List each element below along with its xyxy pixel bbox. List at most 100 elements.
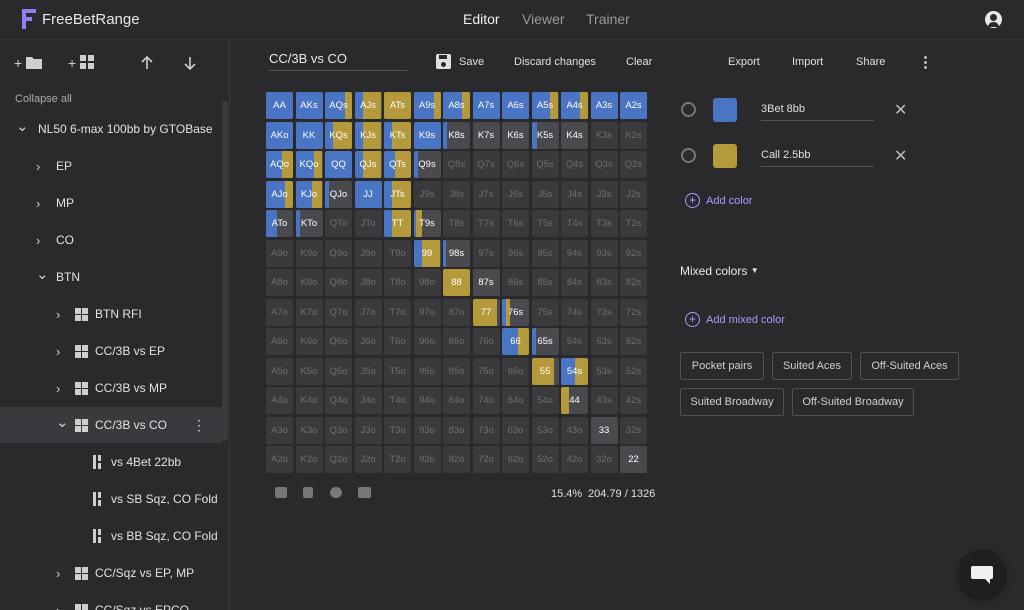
remove-color-1-icon[interactable]: ✕ [894, 102, 908, 119]
hand-cell[interactable]: KQs [325, 121, 352, 149]
hand-cell[interactable]: JTo [354, 210, 382, 237]
tree-item[interactable]: › CC/3B vs MP [0, 370, 222, 406]
chevron-right-icon[interactable]: › [36, 232, 41, 248]
hand-cell[interactable]: J5o [354, 357, 382, 385]
hand-cell[interactable]: J6o [354, 328, 382, 355]
preset-suited-broadway[interactable]: Suited Broadway [680, 388, 784, 416]
chevron-down-icon[interactable]: ⌄ [36, 265, 49, 283]
chevron-right-icon[interactable]: › [56, 380, 61, 396]
hand-cell[interactable]: 86s [502, 269, 529, 296]
hand-cell[interactable]: TT [384, 210, 411, 237]
preset-pocket-pairs[interactable]: Pocket pairs [680, 352, 764, 380]
tree-item[interactable]: › CO [0, 222, 222, 258]
tree-item[interactable]: › CC/3B vs EP [0, 333, 222, 369]
hand-cell[interactable]: QJs [354, 151, 382, 178]
hand-cell[interactable]: 83o [443, 416, 470, 444]
hand-cell[interactable]: J8s [443, 180, 470, 208]
hand-cell[interactable]: T3s [590, 210, 618, 237]
tree-item[interactable]: › MP [0, 185, 222, 221]
hand-cell[interactable]: Q5s [531, 151, 559, 178]
hand-cell[interactable]: QTo [325, 210, 352, 237]
add-color-link[interactable]: + Add color [685, 193, 752, 208]
mixed-colors-dropdown[interactable]: Mixed colors ▼ [680, 264, 759, 278]
remove-color-2-icon[interactable]: ✕ [894, 148, 908, 165]
tree-item[interactable]: › EP [0, 148, 222, 184]
hand-cell[interactable]: T8s [443, 210, 470, 237]
hand-cell[interactable]: K4o [295, 387, 323, 414]
hand-cell[interactable]: A6s [502, 92, 529, 119]
document-icon[interactable] [303, 487, 313, 498]
collapse-all-link[interactable]: Collapse all [15, 93, 72, 105]
hand-cell[interactable]: 73s [590, 298, 618, 326]
hand-cell[interactable]: JJ [354, 180, 382, 208]
tree-item[interactable]: vs 4Bet 22bb [0, 444, 222, 480]
hand-cell[interactable]: AQo [266, 151, 293, 178]
hand-cell[interactable]: A9s [413, 92, 441, 119]
hand-cell[interactable]: 63s [590, 328, 618, 355]
hand-cell[interactable]: AQs [325, 92, 352, 119]
tree-item[interactable]: vs SB Sqz, CO Fold [0, 481, 222, 517]
hand-cell[interactable]: T4s [561, 210, 588, 237]
hand-cell[interactable]: J5s [531, 180, 559, 208]
logo[interactable]: FreeBetRange [22, 9, 140, 29]
hand-cell[interactable]: 87s [472, 269, 500, 296]
hand-cell[interactable]: AA [266, 92, 293, 119]
sidebar-scrollbar[interactable] [222, 101, 228, 441]
preset-off-suited-aces[interactable]: Off-Suited Aces [860, 352, 959, 380]
hand-cell[interactable]: 97o [413, 298, 441, 326]
hand-cell[interactable]: Q8o [325, 269, 352, 296]
preset-off-suited-broadway[interactable]: Off-Suited Broadway [792, 388, 914, 416]
hand-cell[interactable]: K3s [590, 121, 618, 149]
hand-cell[interactable]: J2o [354, 446, 382, 473]
hand-cell[interactable]: 74o [472, 387, 500, 414]
hand-cell[interactable]: 76s [502, 298, 529, 326]
hand-cell[interactable]: T6s [502, 210, 529, 237]
hand-cell[interactable]: T8o [384, 269, 411, 296]
hand-cell[interactable]: T7o [384, 298, 411, 326]
tree-item[interactable]: › CC/Sqz vs EPCO [0, 592, 222, 610]
nav-trainer[interactable]: Trainer [586, 11, 630, 27]
color-name-input-2[interactable]: Call 2.5bb [761, 145, 874, 167]
hand-cell[interactable]: 42o [561, 446, 588, 473]
hand-cell[interactable]: 53o [531, 416, 559, 444]
color-swatch-2[interactable] [713, 144, 737, 168]
import-button[interactable]: Import [792, 56, 824, 68]
hand-cell[interactable]: QQ [325, 151, 352, 178]
hand-cell[interactable]: 86o [443, 328, 470, 355]
clear-button[interactable]: Clear [626, 56, 653, 68]
hand-cell[interactable]: ATs [384, 92, 411, 119]
hand-cell[interactable]: J9s [413, 180, 441, 208]
hand-cell[interactable]: T7s [472, 210, 500, 237]
hand-cell[interactable]: KK [295, 121, 323, 149]
hand-cell[interactable]: Q3s [590, 151, 618, 178]
tree-item[interactable]: ⌄ BTN [0, 259, 222, 295]
save-button[interactable]: Save [459, 56, 485, 68]
color-name-input-1[interactable]: 3Bet 8bb [761, 99, 874, 121]
hand-cell[interactable]: Q6s [502, 151, 529, 178]
hand-cell[interactable]: A2o [266, 446, 293, 473]
hand-cell[interactable]: K2s [620, 121, 647, 149]
hand-cell[interactable]: 73o [472, 416, 500, 444]
hand-cell[interactable]: J2s [620, 180, 647, 208]
hand-cell[interactable]: 43o [561, 416, 588, 444]
hand-cell[interactable]: 62o [502, 446, 529, 473]
hand-cell[interactable]: K8s [443, 121, 470, 149]
hand-cell[interactable]: A8o [266, 269, 293, 296]
hand-cell[interactable]: 55 [531, 357, 559, 385]
hand-cell[interactable]: 94s [561, 239, 588, 267]
hand-cell[interactable]: A4s [561, 92, 588, 119]
move-up-icon[interactable] [140, 56, 154, 70]
hand-cell[interactable]: AJs [354, 92, 382, 119]
hand-cell[interactable]: 53s [590, 357, 618, 385]
chevron-down-icon[interactable]: ⌄ [16, 117, 29, 135]
nav-editor[interactable]: Editor [463, 11, 500, 27]
hand-cell[interactable]: 93s [590, 239, 618, 267]
hand-cell[interactable]: 92s [620, 239, 647, 267]
hand-cell[interactable]: 66 [502, 328, 529, 355]
hand-cell[interactable]: K6o [295, 328, 323, 355]
hand-cell[interactable]: T5o [384, 357, 411, 385]
save-icon[interactable] [436, 54, 451, 69]
hand-cell[interactable]: T9s [413, 210, 441, 237]
hand-cell[interactable]: 83s [590, 269, 618, 296]
hand-cell[interactable]: A5o [266, 357, 293, 385]
